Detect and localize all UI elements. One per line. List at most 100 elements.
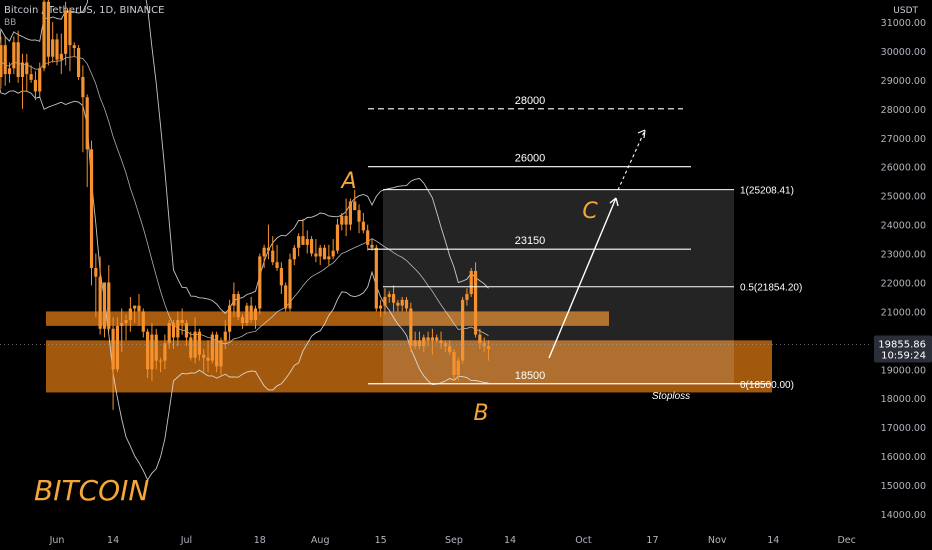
candle-body (473, 270, 478, 335)
candle (404, 296, 409, 312)
bb-indicator-label[interactable]: BB (4, 18, 17, 28)
candle-body (29, 74, 33, 80)
dashed-arrowhead (637, 129, 646, 139)
candle (318, 244, 322, 266)
x-tick-label: 14 (767, 535, 779, 546)
candle (29, 65, 33, 83)
candle-body (59, 53, 63, 60)
candle (133, 305, 137, 323)
candle (435, 334, 439, 344)
candle (180, 308, 184, 335)
candle (448, 340, 452, 355)
candle (51, 22, 55, 63)
candle-body (391, 294, 396, 303)
candle-body (366, 230, 370, 245)
candle-body (374, 247, 378, 309)
candle-body (51, 39, 55, 57)
candle-body (167, 322, 171, 344)
candle-body (184, 322, 189, 338)
x-tick-label: Dec (837, 535, 855, 546)
candle (167, 320, 171, 350)
candle-body (469, 270, 473, 295)
candle (387, 291, 391, 303)
candle-body (197, 331, 201, 355)
candle-body (16, 42, 20, 77)
candle (353, 189, 357, 211)
candle (236, 291, 240, 321)
candle-series (0, 0, 491, 410)
x-axis: Jun 14 Jul 18 Aug 15 Sep 14 Oct 17 Nov 14 Dec (49, 535, 856, 546)
candle (443, 340, 447, 352)
bar-countdown: 10:59:24 (881, 351, 926, 362)
candle (374, 244, 378, 312)
fib-label: 0(18500.00) (740, 380, 794, 391)
candle-body (443, 343, 447, 347)
candle (107, 265, 111, 332)
candle-body (344, 215, 348, 225)
candle (409, 302, 413, 352)
x-tick-label: Aug (311, 535, 330, 546)
y-tick-label: 24000.00 (881, 221, 926, 232)
candle-body (232, 294, 236, 306)
level-label-28000: 28000 (515, 95, 546, 107)
candle (327, 244, 331, 266)
candle-body (163, 343, 167, 361)
candle-body (72, 45, 76, 49)
candle (150, 322, 154, 381)
y-axis: 31000.00 30000.00 29000.00 28000.00 27000.00… (874, 18, 932, 521)
candle (322, 244, 327, 260)
candle-body (120, 322, 124, 326)
candle (461, 296, 465, 364)
candle-body (189, 337, 193, 358)
x-tick-label: 14 (107, 535, 119, 546)
candle-body (305, 239, 309, 245)
candle-body (379, 305, 383, 309)
candle-body (154, 334, 158, 361)
candle-body (20, 62, 25, 77)
candle (33, 71, 38, 101)
candle (314, 239, 318, 263)
candle (85, 94, 89, 187)
candle-body (335, 224, 340, 251)
candle-body (210, 334, 214, 361)
candle-body (76, 48, 81, 77)
arrowhead (609, 197, 619, 207)
candle (171, 320, 176, 350)
candle (55, 33, 59, 66)
candle-body (288, 259, 292, 309)
candle (469, 268, 473, 297)
candle-body (111, 328, 115, 370)
candle (120, 308, 124, 352)
candle-body (180, 320, 184, 323)
candle-body (465, 294, 469, 300)
candle (81, 65, 85, 153)
candle-body (253, 308, 258, 321)
candle-body (404, 299, 409, 309)
candle (111, 317, 115, 410)
x-tick-label: 18 (254, 535, 266, 546)
candle (42, 0, 46, 72)
candle (76, 45, 81, 80)
candle-body (64, 10, 68, 54)
candle-body (102, 282, 107, 329)
candle-body (81, 76, 85, 98)
candle-body (387, 294, 391, 297)
candle (452, 349, 456, 381)
candle (158, 357, 163, 373)
candle-body (430, 337, 435, 341)
candle-body (297, 236, 301, 248)
candle-body (193, 331, 197, 358)
candle-body (422, 337, 426, 347)
candle (25, 53, 29, 92)
candle-body (353, 201, 357, 211)
candle (7, 62, 12, 83)
x-tick-label: 14 (504, 535, 516, 546)
candle-body (3, 45, 7, 75)
y-tick-label: 30000.00 (881, 47, 926, 58)
candle-body (452, 351, 456, 376)
y-tick-label: 17000.00 (881, 423, 926, 434)
candle-body (85, 97, 89, 150)
symbol-header[interactable]: Bitcoin / TetherUS, 1D, BINANCE (4, 5, 165, 16)
